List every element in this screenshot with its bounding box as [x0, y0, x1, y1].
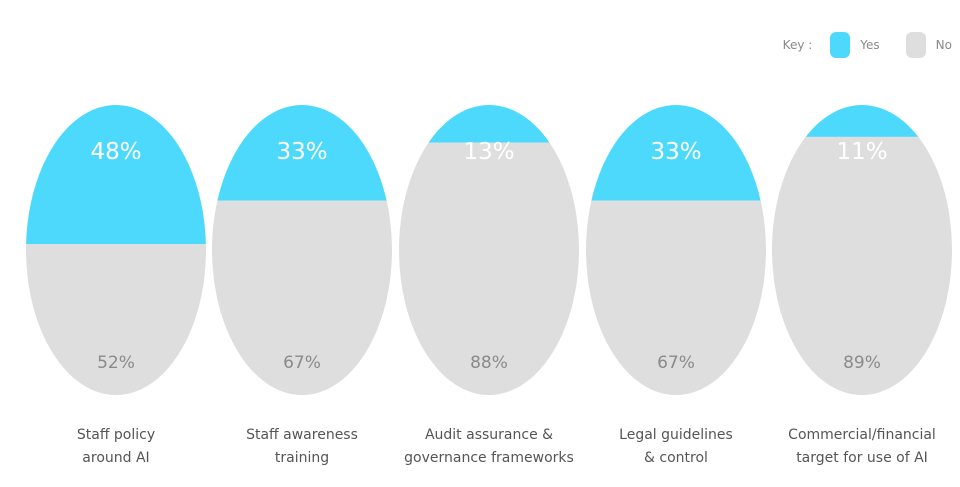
category-label-line: training	[274, 450, 330, 466]
oval-yes-segment	[399, 105, 579, 143]
legend-key-label: Key :	[782, 38, 813, 52]
category-label-line: & control	[644, 450, 708, 466]
no-value-label: 52%	[97, 353, 135, 373]
yes-value-label: 13%	[463, 139, 514, 165]
no-value-label: 89%	[843, 353, 881, 373]
category-label-line: Audit assurance &	[424, 427, 554, 443]
category-label: Staff awareness training	[207, 424, 397, 470]
legend-label-no: No	[935, 38, 952, 52]
no-value-label: 67%	[657, 353, 695, 373]
oval-yes-segment	[772, 105, 952, 137]
yes-value-label: 33%	[650, 139, 701, 165]
no-value-label: 88%	[470, 353, 508, 373]
oval-no-segment	[399, 142, 579, 395]
oval-5	[772, 105, 952, 395]
legend-swatch-yes	[830, 32, 851, 58]
category-label: Audit assurance & governance frameworks	[394, 424, 584, 470]
category-label-line: target for use of AI	[796, 450, 928, 466]
category-label-line: Staff policy	[76, 427, 156, 443]
yes-value-label: 33%	[276, 139, 327, 165]
category-label: Staff policy around AI	[21, 424, 211, 470]
category-label-line: governance frameworks	[404, 450, 574, 466]
yes-value-label: 48%	[90, 139, 141, 165]
no-value-label: 67%	[283, 353, 321, 373]
yes-value-label: 11%	[836, 139, 887, 165]
oval-yes-segment	[26, 105, 206, 245]
category-label-line: Commercial/financial	[788, 427, 936, 443]
category-label-line: around AI	[82, 450, 150, 466]
legend-swatch-no	[905, 32, 926, 58]
legend: Key : Yes No	[783, 32, 952, 58]
category-label: Legal guidelines & control	[581, 424, 771, 470]
oval-no-segment	[772, 136, 952, 395]
legend-label-yes: Yes	[860, 38, 880, 52]
category-label: Commercial/financial target for use of AI	[767, 424, 957, 470]
category-label-line: Staff awareness	[246, 427, 358, 443]
category-label-line: Legal guidelines	[619, 427, 733, 443]
